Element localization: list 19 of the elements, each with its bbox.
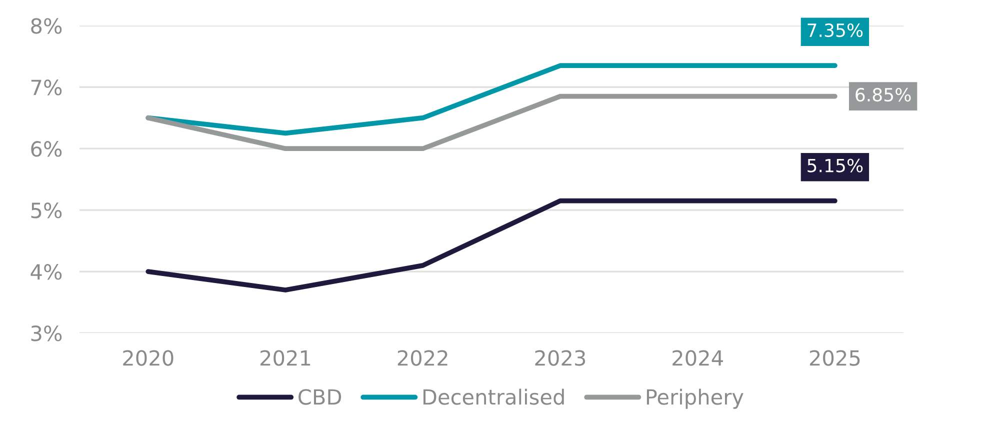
x-tick-label: 2024 [672,350,723,366]
y-tick-label: 3% [31,326,62,342]
legend-label: CBD [298,389,342,405]
y-tick-label: 5% [31,202,62,218]
x-tick-label: 2025 [810,350,860,366]
y-tick-label: 8% [31,18,62,34]
x-tick-label: 2023 [535,350,586,366]
y-tick-label: 6% [31,141,62,157]
x-tick-label: 2022 [398,350,448,366]
x-tick-label: 2020 [123,350,174,366]
data-label: 7.35% [808,23,863,38]
legend-label: Periphery [646,388,744,409]
legend-label: Decentralised [423,388,564,405]
y-tick-label: 7% [31,80,62,96]
y-tick-label: 4% [30,264,62,280]
line-series [146,198,838,292]
x-tick-label: 2021 [260,350,310,366]
data-label: 6.85% [856,88,911,102]
data-label: 5.15% [808,158,863,172]
